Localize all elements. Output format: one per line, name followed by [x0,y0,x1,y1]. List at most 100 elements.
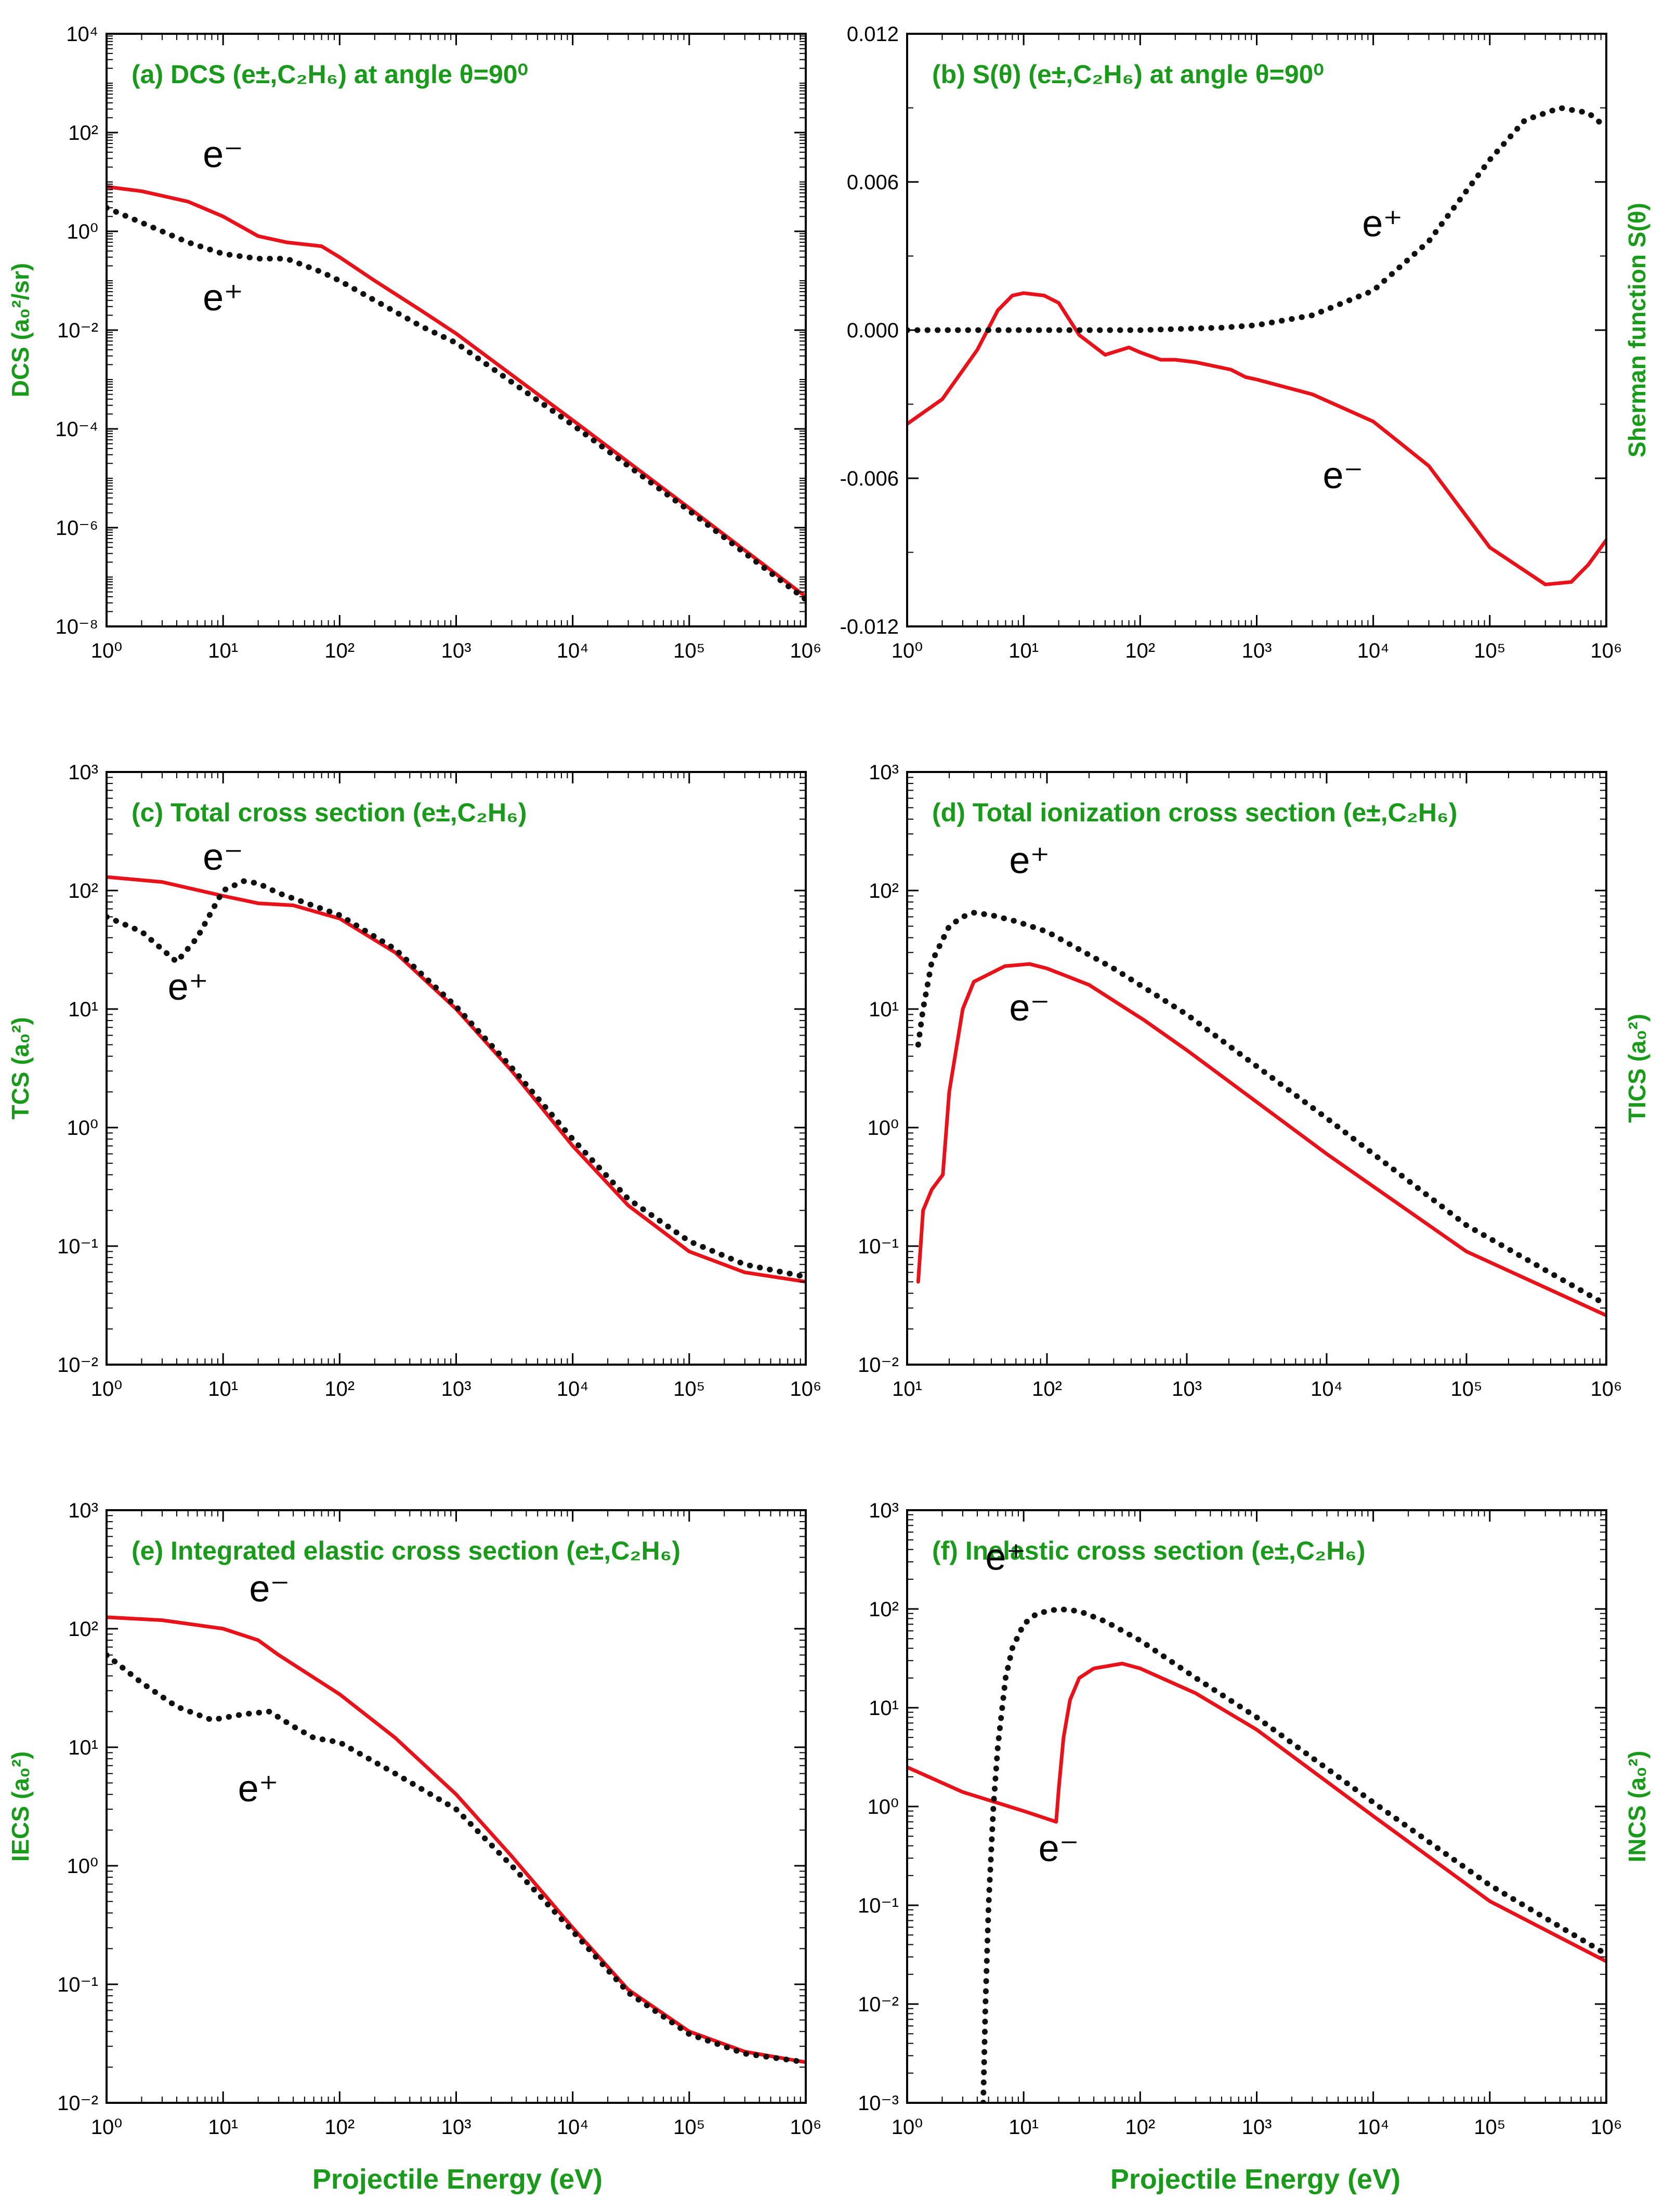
y-tick-label: 10⁻² [858,1354,899,1377]
y-tick-label: 10³ [869,1499,899,1522]
x-tick-label: 10⁵ [1474,639,1505,662]
x-tick-label: 10¹ [892,1378,922,1401]
x-tick-label: 10³ [1172,1378,1202,1401]
y-tick-label: 10⁻¹ [57,1973,98,1996]
annotation-positron: e⁺ [985,1536,1026,1578]
panel-title: (c) Total cross section (e±,C₂H₆) [132,798,527,827]
y-tick-label: 10⁰ [867,1117,899,1140]
x-tick-label: 10⁰ [91,639,123,662]
x-axis-title-right: Projectile Energy (eV) [1110,2164,1400,2195]
annotation-electron: e⁻ [249,1568,290,1609]
annotation-positron: e⁺ [168,966,208,1008]
y-tick-label: 10³ [68,1499,98,1522]
series-line-electron [907,291,1606,586]
x-tick-label: 10³ [1242,2116,1272,2139]
y-tick-label: 10³ [68,761,98,784]
x-tick-label: 10³ [441,2116,471,2139]
annotation-positron: e⁺ [203,277,243,319]
x-tick-label: 10⁶ [790,639,822,662]
x-tick-label: 10³ [1242,639,1272,662]
y-tick-label: 0.012 [847,23,899,46]
series-line-positron [915,910,1606,1308]
x-tick-label: 10⁶ [790,2116,822,2139]
annotation-electron: e⁻ [1322,455,1363,496]
x-tick-label: 10⁵ [673,1378,705,1401]
x-tick-label: 10⁴ [557,2116,589,2139]
y-tick-label: 10⁰ [67,1117,98,1140]
y-tick-label: 10³ [869,761,899,784]
series-line-electron [916,962,1606,1317]
y-tick-label: 10² [68,880,98,902]
y-tick-label: 10⁴ [66,23,98,46]
x-tick-label: 10⁴ [557,639,589,662]
x-tick-label: 10⁵ [673,2116,705,2139]
x-tick-label: 10⁰ [91,1378,123,1401]
panel-c: 10⁰ 10¹ 10² 10³ 10⁴ 10⁵ 10⁶ 10⁻² 10⁻¹ 10⁰ 10¹ 10² 10… [7,761,821,1401]
y-tick-label: 10² [68,122,98,145]
x-tick-label: 10⁰ [892,2116,923,2139]
x-tick-label: 10² [324,2116,355,2139]
y-axis-title: TICS (a₀²) [1623,1014,1650,1123]
y-tick-label: 10⁻² [57,319,98,342]
x-tick-label: 10¹ [1008,2116,1039,2139]
y-tick-label: 10² [869,880,899,902]
y-tick-label: 10⁻² [57,1354,98,1377]
y-tick-label: 10⁻² [858,1993,899,2016]
y-tick-label: 10¹ [869,998,899,1021]
x-tick-label: 10¹ [208,639,238,662]
x-tick-label: 10⁵ [673,639,705,662]
y-tick-label: 10⁻¹ [858,1894,899,1917]
y-axis-title: TCS (a₀²) [7,1017,34,1119]
annotation-electron: e⁻ [203,836,243,878]
y-tick-label: 10⁻⁴ [55,418,98,441]
plot-frame [906,771,1607,1366]
x-tick-label: 10³ [441,639,471,662]
x-tick-label: 10⁴ [1357,639,1390,662]
annotation-positron: e⁺ [1362,203,1403,245]
series-line-positron [107,1652,806,2065]
y-tick-label: 10⁰ [867,1796,899,1818]
panel-f: 10⁰ 10¹ 10² 10³ 10⁴ 10⁵ 10⁶ 10⁻³ 10⁻² 10⁻¹ 10⁰ 10¹ 1… [858,1499,1650,2139]
series-line-electron [107,185,806,599]
y-tick-label: 10⁻¹ [57,1235,98,1258]
x-tick-label: 10⁶ [1591,2116,1622,2139]
y-axis-title: INCS (a₀²) [1623,1751,1650,1863]
y-tick-label: 10⁻⁶ [56,517,98,540]
y-tick-label: 10⁻² [57,2092,98,2115]
panel-title: (d) Total ionization cross section (e±,C… [932,798,1457,827]
x-tick-label: 10⁴ [1311,1378,1343,1401]
series-line-electron [107,1615,806,2064]
series-line-positron [107,878,806,1280]
x-tick-label: 10² [1125,639,1155,662]
y-tick-label: 10¹ [68,998,98,1021]
panel-title: (f) Inelastic cross section (e±,C₂H₆) [932,1536,1366,1565]
x-tick-label: 10⁶ [1591,639,1622,662]
x-tick-label: 10⁵ [1450,1378,1482,1401]
y-axis-title: DCS (a₀²/sr) [7,263,34,397]
y-tick-label: 10² [869,1598,899,1621]
x-tick-label: 10⁰ [892,639,923,662]
x-tick-label: 10¹ [1008,639,1039,662]
y-tick-label: 10⁻³ [858,2092,899,2115]
x-tick-label: 10¹ [208,1378,238,1401]
y-tick-label: 10² [68,1618,98,1641]
x-tick-label: 10⁰ [91,2116,123,2139]
y-tick-label: 10¹ [869,1697,899,1720]
x-tick-label: 10¹ [208,2116,238,2139]
panel-b: 10⁰ 10¹ 10² 10³ 10⁴ 10⁵ 10⁶ -0.012 -0.006 0.000 0.… [840,23,1650,662]
x-tick-label: 10⁴ [557,1378,589,1401]
x-tick-label: 10³ [441,1378,471,1401]
x-tick-label: 10² [324,1378,355,1401]
x-tick-label: 10² [324,639,355,662]
y-tick-label: 0.000 [847,319,899,342]
panel-d: 10¹ 10² 10³ 10⁴ 10⁵ 10⁶ 10⁻² 10⁻¹ 10⁰ 10¹ 10² 10³ (d… [858,761,1650,1401]
y-axis-title: IECS (a₀²) [7,1751,34,1862]
y-tick-label: 10⁰ [67,220,98,243]
x-tick-label: 10⁴ [1357,2116,1390,2139]
y-tick-label: 10⁰ [67,1855,98,1878]
x-tick-label: 10⁵ [1474,2116,1505,2139]
annotation-positron: e⁺ [1009,840,1050,882]
annotation-electron: e⁻ [1009,987,1050,1029]
y-tick-label: -0.012 [840,616,899,638]
